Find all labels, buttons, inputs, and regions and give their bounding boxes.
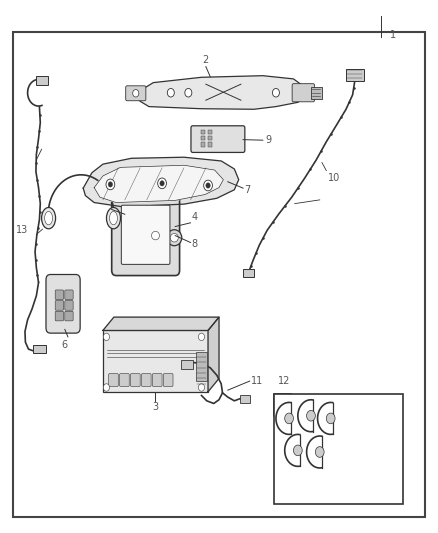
Ellipse shape — [167, 230, 182, 246]
Ellipse shape — [110, 212, 117, 225]
Bar — [103, 330, 208, 392]
FancyBboxPatch shape — [65, 311, 73, 321]
Circle shape — [315, 447, 324, 457]
Text: 8: 8 — [192, 239, 198, 248]
FancyBboxPatch shape — [65, 290, 73, 300]
Text: 3: 3 — [152, 402, 159, 413]
Bar — [208, 136, 212, 140]
FancyBboxPatch shape — [121, 205, 170, 264]
Circle shape — [167, 88, 174, 97]
Circle shape — [133, 90, 139, 97]
Circle shape — [160, 181, 164, 186]
FancyBboxPatch shape — [65, 301, 73, 310]
Polygon shape — [103, 317, 219, 330]
FancyBboxPatch shape — [109, 374, 118, 386]
Circle shape — [106, 179, 115, 190]
Bar — [274, 394, 403, 504]
FancyBboxPatch shape — [163, 374, 173, 386]
Ellipse shape — [148, 228, 163, 244]
FancyBboxPatch shape — [126, 86, 146, 101]
Circle shape — [307, 410, 315, 421]
Text: 12: 12 — [278, 376, 290, 386]
Text: 13: 13 — [16, 225, 28, 235]
Circle shape — [204, 180, 212, 191]
Text: 6: 6 — [62, 340, 68, 350]
Text: 10: 10 — [328, 173, 340, 183]
FancyBboxPatch shape — [46, 274, 80, 333]
FancyBboxPatch shape — [191, 126, 245, 152]
Circle shape — [103, 384, 110, 391]
Circle shape — [198, 333, 205, 341]
Bar — [201, 130, 205, 134]
FancyBboxPatch shape — [55, 290, 64, 300]
Polygon shape — [136, 76, 307, 109]
FancyBboxPatch shape — [112, 194, 180, 276]
FancyBboxPatch shape — [292, 84, 314, 102]
FancyBboxPatch shape — [152, 374, 162, 386]
Polygon shape — [208, 317, 219, 392]
Bar — [196, 352, 207, 381]
Text: 7: 7 — [244, 185, 251, 195]
Ellipse shape — [42, 207, 56, 229]
Text: 5: 5 — [126, 211, 132, 220]
Ellipse shape — [170, 233, 178, 242]
Bar — [346, 69, 364, 81]
Bar — [208, 142, 212, 147]
Bar — [36, 76, 48, 85]
Bar — [243, 269, 254, 277]
Text: 11: 11 — [251, 376, 263, 386]
Circle shape — [206, 183, 210, 188]
FancyBboxPatch shape — [55, 301, 64, 310]
Polygon shape — [94, 165, 223, 203]
Bar — [181, 360, 193, 369]
Circle shape — [293, 445, 302, 456]
Circle shape — [326, 413, 335, 424]
Text: 9: 9 — [265, 135, 271, 145]
Ellipse shape — [45, 212, 53, 225]
Circle shape — [158, 178, 166, 189]
Bar — [33, 345, 46, 353]
Circle shape — [285, 413, 293, 424]
Text: 2: 2 — [203, 55, 209, 65]
Ellipse shape — [152, 231, 159, 240]
Circle shape — [103, 333, 110, 341]
Circle shape — [185, 88, 192, 97]
Bar — [240, 395, 250, 403]
FancyBboxPatch shape — [131, 374, 140, 386]
Circle shape — [108, 182, 113, 187]
Circle shape — [272, 88, 279, 97]
Bar — [311, 87, 322, 99]
Bar — [201, 136, 205, 140]
Text: 4: 4 — [191, 212, 198, 222]
Bar — [208, 130, 212, 134]
FancyBboxPatch shape — [120, 374, 129, 386]
Text: 1: 1 — [390, 30, 396, 39]
FancyBboxPatch shape — [55, 311, 64, 321]
FancyBboxPatch shape — [141, 374, 151, 386]
Bar — [201, 142, 205, 147]
Polygon shape — [83, 157, 239, 207]
Circle shape — [198, 384, 205, 391]
Ellipse shape — [106, 207, 120, 229]
